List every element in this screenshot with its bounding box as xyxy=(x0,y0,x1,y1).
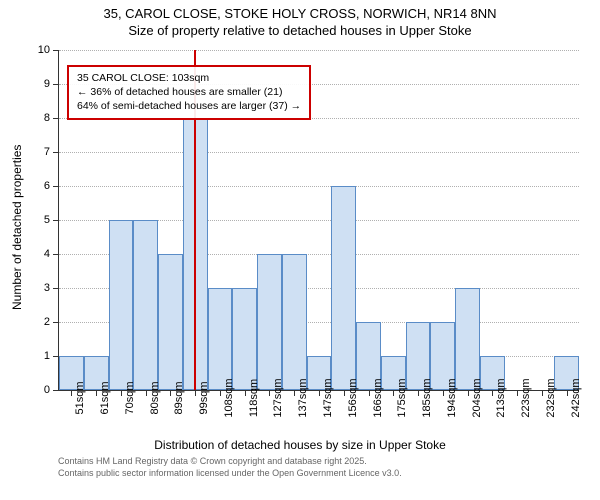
gridline xyxy=(59,152,579,153)
x-tick xyxy=(443,390,444,396)
x-tick xyxy=(542,390,543,396)
y-axis-label: Number of detached properties xyxy=(10,145,24,310)
x-tick xyxy=(369,390,370,396)
y-tick-label: 4 xyxy=(30,248,50,260)
x-tick-label: 118sqm xyxy=(248,379,260,417)
y-tick-label: 9 xyxy=(30,78,50,90)
y-tick xyxy=(53,390,59,391)
x-tick xyxy=(418,390,419,396)
x-tick xyxy=(245,390,246,396)
x-tick-label: 242sqm xyxy=(570,378,582,417)
plot-area: 35 CAROL CLOSE: 103sqm ← 36% of detached… xyxy=(58,50,579,391)
x-tick-label: 166sqm xyxy=(372,378,384,417)
title-line-2: Size of property relative to detached ho… xyxy=(0,23,600,40)
y-tick-label: 3 xyxy=(30,282,50,294)
x-tick-label: 156sqm xyxy=(347,378,359,417)
bar xyxy=(158,254,183,390)
x-tick-label: 89sqm xyxy=(173,381,185,414)
x-tick-label: 80sqm xyxy=(149,381,161,414)
x-tick xyxy=(517,390,518,396)
bar xyxy=(208,288,233,390)
bar xyxy=(232,288,257,390)
x-tick xyxy=(294,390,295,396)
x-tick-label: 194sqm xyxy=(446,378,458,417)
y-tick xyxy=(53,186,59,187)
x-axis-label: Distribution of detached houses by size … xyxy=(0,438,600,452)
x-tick-label: 99sqm xyxy=(198,381,210,414)
x-tick xyxy=(195,390,196,396)
x-tick-label: 137sqm xyxy=(297,378,309,417)
chart-container: 35, CAROL CLOSE, STOKE HOLY CROSS, NORWI… xyxy=(0,0,600,500)
y-tick-label: 0 xyxy=(30,384,50,396)
bar xyxy=(282,254,307,390)
info-line-3: 64% of semi-detached houses are larger (… xyxy=(77,99,301,113)
footer-line-2: Contains public sector information licen… xyxy=(58,468,402,480)
x-tick xyxy=(492,390,493,396)
footer-line-1: Contains HM Land Registry data © Crown c… xyxy=(58,456,402,468)
y-tick xyxy=(53,118,59,119)
y-tick-label: 6 xyxy=(30,180,50,192)
bar xyxy=(331,186,356,390)
y-tick-label: 8 xyxy=(30,112,50,124)
x-tick-label: 108sqm xyxy=(223,378,235,417)
x-tick xyxy=(344,390,345,396)
x-tick-label: 127sqm xyxy=(272,378,284,417)
y-tick xyxy=(53,288,59,289)
y-tick-label: 5 xyxy=(30,214,50,226)
x-tick xyxy=(146,390,147,396)
y-tick-label: 1 xyxy=(30,350,50,362)
gridline xyxy=(59,50,579,51)
x-tick xyxy=(220,390,221,396)
x-tick-label: 185sqm xyxy=(421,378,433,417)
x-tick-label: 213sqm xyxy=(495,378,507,417)
bar xyxy=(257,254,282,390)
x-tick xyxy=(468,390,469,396)
x-tick xyxy=(121,390,122,396)
x-tick-label: 204sqm xyxy=(471,378,483,417)
y-tick-label: 7 xyxy=(30,146,50,158)
x-tick-label: 232sqm xyxy=(545,378,557,417)
x-tick xyxy=(319,390,320,396)
x-tick-label: 70sqm xyxy=(124,381,136,414)
y-tick xyxy=(53,50,59,51)
x-tick xyxy=(170,390,171,396)
x-tick xyxy=(567,390,568,396)
info-line-1: 35 CAROL CLOSE: 103sqm xyxy=(77,71,301,85)
x-tick-label: 223sqm xyxy=(520,378,532,417)
title-line-1: 35, CAROL CLOSE, STOKE HOLY CROSS, NORWI… xyxy=(0,6,600,23)
footer-note: Contains HM Land Registry data © Crown c… xyxy=(58,456,402,479)
info-line-2: ← 36% of detached houses are smaller (21… xyxy=(77,85,301,99)
x-tick xyxy=(96,390,97,396)
y-tick xyxy=(53,322,59,323)
y-tick xyxy=(53,254,59,255)
bar xyxy=(133,220,158,390)
y-tick xyxy=(53,84,59,85)
x-tick xyxy=(71,390,72,396)
x-tick xyxy=(393,390,394,396)
y-tick xyxy=(53,220,59,221)
x-tick-label: 175sqm xyxy=(396,378,408,417)
y-tick xyxy=(53,152,59,153)
bar xyxy=(109,220,134,390)
x-tick-label: 61sqm xyxy=(99,381,111,414)
gridline xyxy=(59,186,579,187)
x-tick-label: 51sqm xyxy=(74,381,86,414)
marker-info-box: 35 CAROL CLOSE: 103sqm ← 36% of detached… xyxy=(67,65,311,120)
y-tick-label: 10 xyxy=(30,44,50,56)
bar xyxy=(455,288,480,390)
chart-title-block: 35, CAROL CLOSE, STOKE HOLY CROSS, NORWI… xyxy=(0,6,600,40)
x-tick-label: 147sqm xyxy=(322,378,334,417)
x-tick xyxy=(269,390,270,396)
y-tick-label: 2 xyxy=(30,316,50,328)
